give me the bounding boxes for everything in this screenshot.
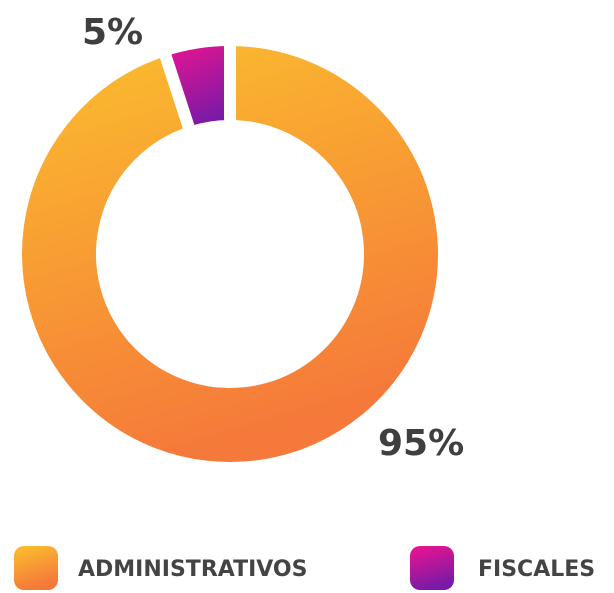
legend-swatch [410, 546, 454, 590]
donut-slice [156, 33, 236, 140]
value-label: 95% [378, 423, 464, 464]
legend-label: ADMINISTRATIVOS [78, 557, 307, 582]
legend-swatch [14, 546, 58, 590]
donut-slice [10, 33, 450, 474]
value-label: 5% [82, 12, 143, 53]
legend-label: FISCALES [478, 557, 595, 582]
